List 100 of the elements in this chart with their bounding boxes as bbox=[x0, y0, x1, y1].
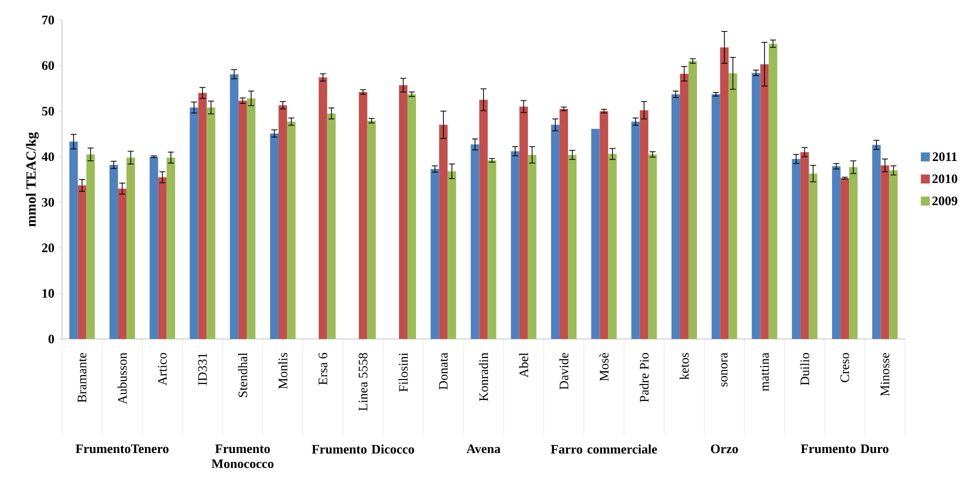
bar bbox=[86, 154, 95, 339]
legend-label: 2009 bbox=[932, 196, 958, 206]
bar bbox=[808, 174, 818, 339]
x-tick-label: Davide bbox=[559, 352, 568, 390]
bar bbox=[278, 105, 288, 339]
x-tick-label: Ersa 6 bbox=[318, 352, 328, 385]
bar bbox=[270, 133, 279, 339]
text: Frumento Duro bbox=[800, 444, 888, 454]
y-tick-label: 0 bbox=[48, 334, 54, 344]
bar bbox=[448, 171, 456, 339]
bar bbox=[318, 77, 328, 339]
bar bbox=[78, 185, 86, 339]
bar bbox=[800, 152, 809, 339]
bar bbox=[849, 167, 858, 339]
bar bbox=[238, 100, 247, 339]
bar bbox=[832, 166, 841, 339]
x-tick-label: Aubusson bbox=[118, 352, 127, 404]
x-tick-label: Monlis bbox=[278, 352, 288, 389]
bar bbox=[640, 110, 648, 339]
bar bbox=[720, 47, 729, 339]
bar bbox=[728, 73, 738, 339]
bar bbox=[591, 128, 600, 339]
bar bbox=[880, 165, 890, 339]
x-tick-label: Creso bbox=[840, 353, 850, 382]
bar bbox=[568, 154, 577, 339]
x-tick-label: Artico bbox=[158, 352, 167, 386]
bar bbox=[109, 164, 118, 339]
bar bbox=[358, 92, 368, 339]
x-tick-label: Donata bbox=[439, 352, 448, 390]
x-tick-label: sonora bbox=[721, 352, 728, 387]
bar bbox=[488, 160, 496, 339]
bar bbox=[608, 154, 617, 339]
bar bbox=[760, 64, 769, 339]
legend-label: 2010 bbox=[932, 174, 958, 184]
bar bbox=[840, 178, 850, 339]
bar bbox=[166, 158, 176, 339]
bar bbox=[600, 111, 608, 339]
bar bbox=[872, 144, 881, 339]
bar bbox=[327, 113, 336, 339]
y-tick-label: 60 bbox=[42, 61, 54, 70]
x-tick-label: Mosè bbox=[599, 352, 608, 381]
x-tick-label: ID331 bbox=[198, 353, 207, 386]
y-tick-label: 40 bbox=[42, 152, 54, 162]
x-tick-label: Duilio bbox=[800, 352, 810, 386]
bar bbox=[631, 122, 640, 339]
y-tick-label: 30 bbox=[42, 198, 54, 207]
legend-label: 2011 bbox=[932, 152, 957, 162]
bar bbox=[648, 154, 657, 339]
x-tick-label: Filosini bbox=[398, 352, 408, 392]
bar bbox=[398, 85, 408, 339]
text: Frumento Dicocco bbox=[312, 444, 414, 454]
bar bbox=[118, 188, 126, 339]
bar bbox=[752, 72, 760, 339]
bar bbox=[528, 154, 536, 339]
bar bbox=[158, 177, 167, 339]
bar bbox=[190, 107, 198, 339]
bar bbox=[126, 158, 135, 339]
bar bbox=[246, 98, 256, 339]
text: Frumento Monococco bbox=[212, 444, 274, 468]
bar bbox=[768, 44, 778, 339]
bar bbox=[712, 94, 720, 339]
bar bbox=[470, 144, 480, 339]
x-tick-label: Bramante bbox=[78, 352, 86, 402]
text: Farro commerciale bbox=[550, 444, 657, 454]
bar bbox=[407, 94, 416, 339]
text: FrumentoTenero bbox=[76, 444, 169, 454]
text: Avena bbox=[466, 444, 500, 454]
x-tick-label: Konradin bbox=[478, 352, 488, 402]
bar bbox=[519, 106, 528, 339]
bar bbox=[680, 74, 688, 339]
bar bbox=[69, 142, 78, 339]
bar bbox=[560, 108, 568, 339]
bar bbox=[206, 107, 216, 339]
bar bbox=[510, 151, 520, 339]
x-tick-label: Abel bbox=[519, 352, 528, 378]
y-tick-label: 70 bbox=[42, 16, 54, 24]
y-tick-label: 20 bbox=[42, 243, 54, 252]
bar bbox=[198, 92, 207, 339]
x-tick-label: Minosse bbox=[880, 352, 890, 396]
bar bbox=[671, 94, 680, 339]
bar bbox=[792, 158, 800, 339]
y-tick-label: 50 bbox=[42, 106, 54, 116]
bar bbox=[150, 156, 158, 339]
bar bbox=[688, 61, 697, 339]
y-tick-label: 10 bbox=[42, 289, 54, 298]
bar bbox=[551, 124, 560, 339]
x-tick-label: Padre Pio bbox=[640, 353, 649, 402]
x-tick-label: Linea 5558 bbox=[358, 353, 368, 411]
bar bbox=[439, 124, 448, 339]
bar bbox=[430, 169, 440, 339]
bar bbox=[479, 100, 488, 339]
x-tick-label: mattina bbox=[760, 352, 769, 392]
y-axis-title: mmol TEAC/kg bbox=[26, 132, 39, 227]
bar bbox=[367, 120, 376, 339]
bar bbox=[889, 170, 898, 339]
bar bbox=[230, 74, 238, 339]
x-tick-label: Stendhal bbox=[238, 352, 248, 397]
x-tick-label: ketos bbox=[680, 352, 689, 380]
bar bbox=[287, 122, 296, 339]
text: Orzo bbox=[710, 444, 738, 454]
